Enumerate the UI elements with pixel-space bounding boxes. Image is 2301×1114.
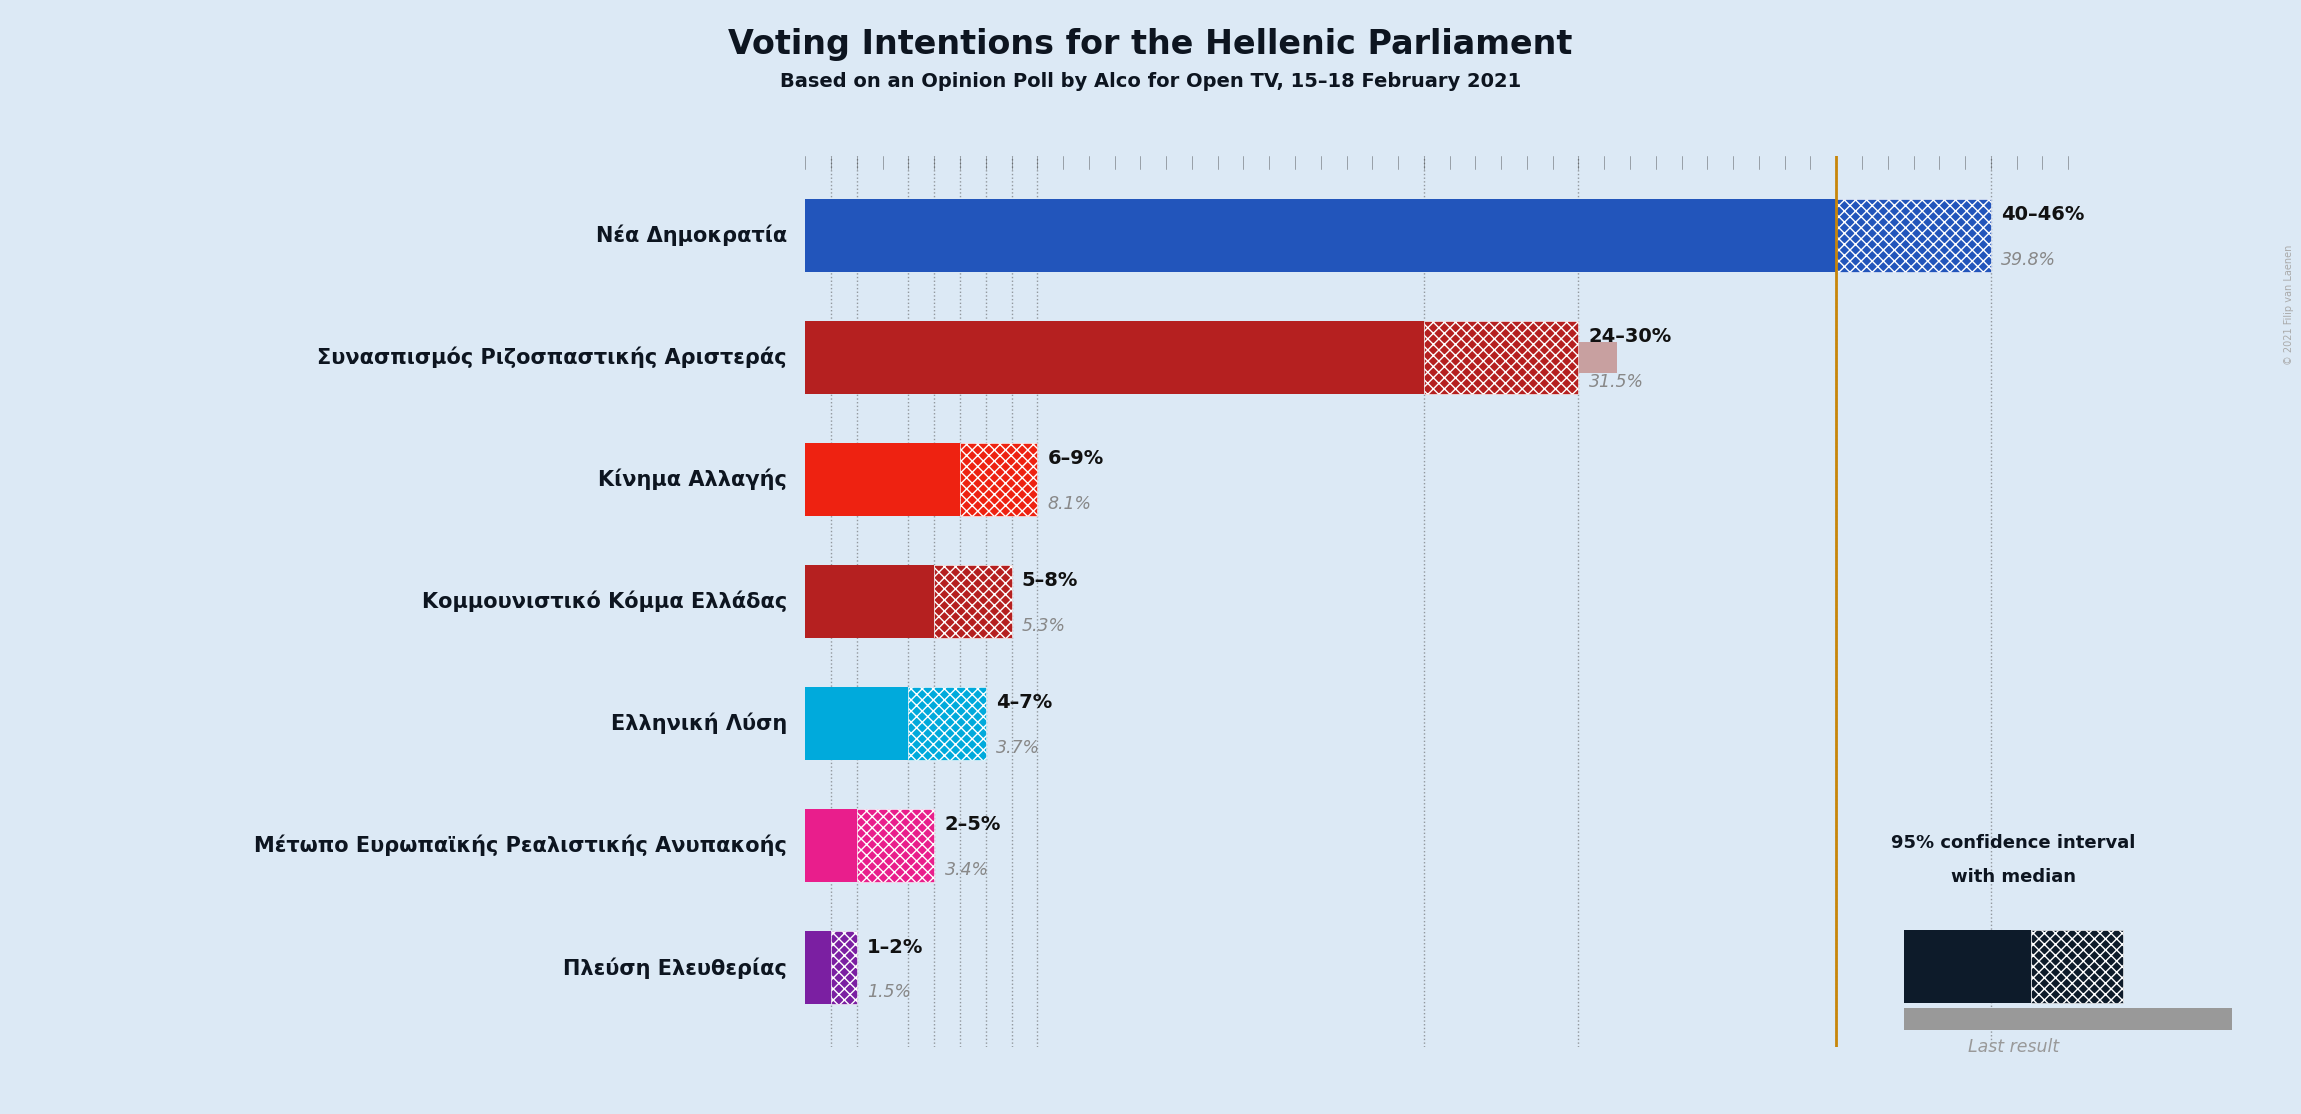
Bar <box>831 931 856 1005</box>
Text: 1.5%: 1.5% <box>867 984 911 1001</box>
Text: 40–46%: 40–46% <box>2002 205 2085 224</box>
Bar <box>805 687 909 760</box>
Text: 1–2%: 1–2% <box>867 938 923 957</box>
Text: 24–30%: 24–30% <box>1588 328 1673 346</box>
Text: Ελληνική Λύση: Ελληνική Λύση <box>610 713 787 734</box>
Text: 95% confidence interval: 95% confidence interval <box>1891 834 2135 852</box>
Text: Κίνημα Αλλαγής: Κίνημα Αλλαγής <box>598 469 787 490</box>
Bar <box>805 952 844 983</box>
Bar <box>805 321 1424 394</box>
Text: Voting Intentions for the Hellenic Parliament: Voting Intentions for the Hellenic Parli… <box>729 28 1572 61</box>
Bar <box>805 221 1832 251</box>
Text: 8.1%: 8.1% <box>1047 495 1091 512</box>
Text: 6–9%: 6–9% <box>1047 449 1104 468</box>
Text: Last result: Last result <box>1967 1038 2059 1056</box>
Text: © 2021 Filip van Laenen: © 2021 Filip van Laenen <box>2285 245 2294 365</box>
Text: 5–8%: 5–8% <box>1022 571 1079 590</box>
Text: 31.5%: 31.5% <box>1588 373 1643 391</box>
Text: 4–7%: 4–7% <box>996 693 1052 712</box>
Bar <box>805 198 1836 272</box>
Text: Νέα Δημοκρατία: Νέα Δημοκρατία <box>596 225 787 246</box>
Text: 5.3%: 5.3% <box>1022 617 1065 635</box>
Text: 3.4%: 3.4% <box>943 861 989 879</box>
Text: Πλεύση Ελευθερίας: Πλεύση Ελευθερίας <box>564 957 787 978</box>
Text: Μέτωπο Ευρωπαϊκής Ρεαλιστικής Ανυπακοής: Μέτωπο Ευρωπαϊκής Ρεαλιστικής Ανυπακοής <box>253 836 787 857</box>
Bar <box>805 931 831 1005</box>
Bar <box>960 443 1038 516</box>
Bar <box>1424 321 1578 394</box>
Text: 3.7%: 3.7% <box>996 739 1040 758</box>
Text: Συνασπισμός Ριζοσπαστικής Αριστεράς: Συνασπισμός Ριζοσπαστικής Αριστεράς <box>318 346 787 368</box>
Bar <box>805 565 934 638</box>
Bar <box>934 565 1012 638</box>
Text: 2–5%: 2–5% <box>943 815 1001 834</box>
Text: 39.8%: 39.8% <box>2002 251 2057 268</box>
Bar <box>805 586 941 617</box>
Text: with median: with median <box>1951 868 2076 886</box>
Bar <box>805 443 960 516</box>
Bar <box>805 342 1618 373</box>
Bar <box>856 809 934 882</box>
Text: Κομμουνιστικό Κόμμα Ελλάδας: Κομμουνιστικό Κόμμα Ελλάδας <box>421 590 787 613</box>
Bar <box>909 687 985 760</box>
Bar <box>805 709 900 739</box>
Bar <box>805 465 1015 495</box>
Bar <box>1836 198 1990 272</box>
Bar <box>805 809 856 882</box>
Bar <box>805 830 893 861</box>
Text: Based on an Opinion Poll by Alco for Open TV, 15–18 February 2021: Based on an Opinion Poll by Alco for Ope… <box>780 72 1521 91</box>
